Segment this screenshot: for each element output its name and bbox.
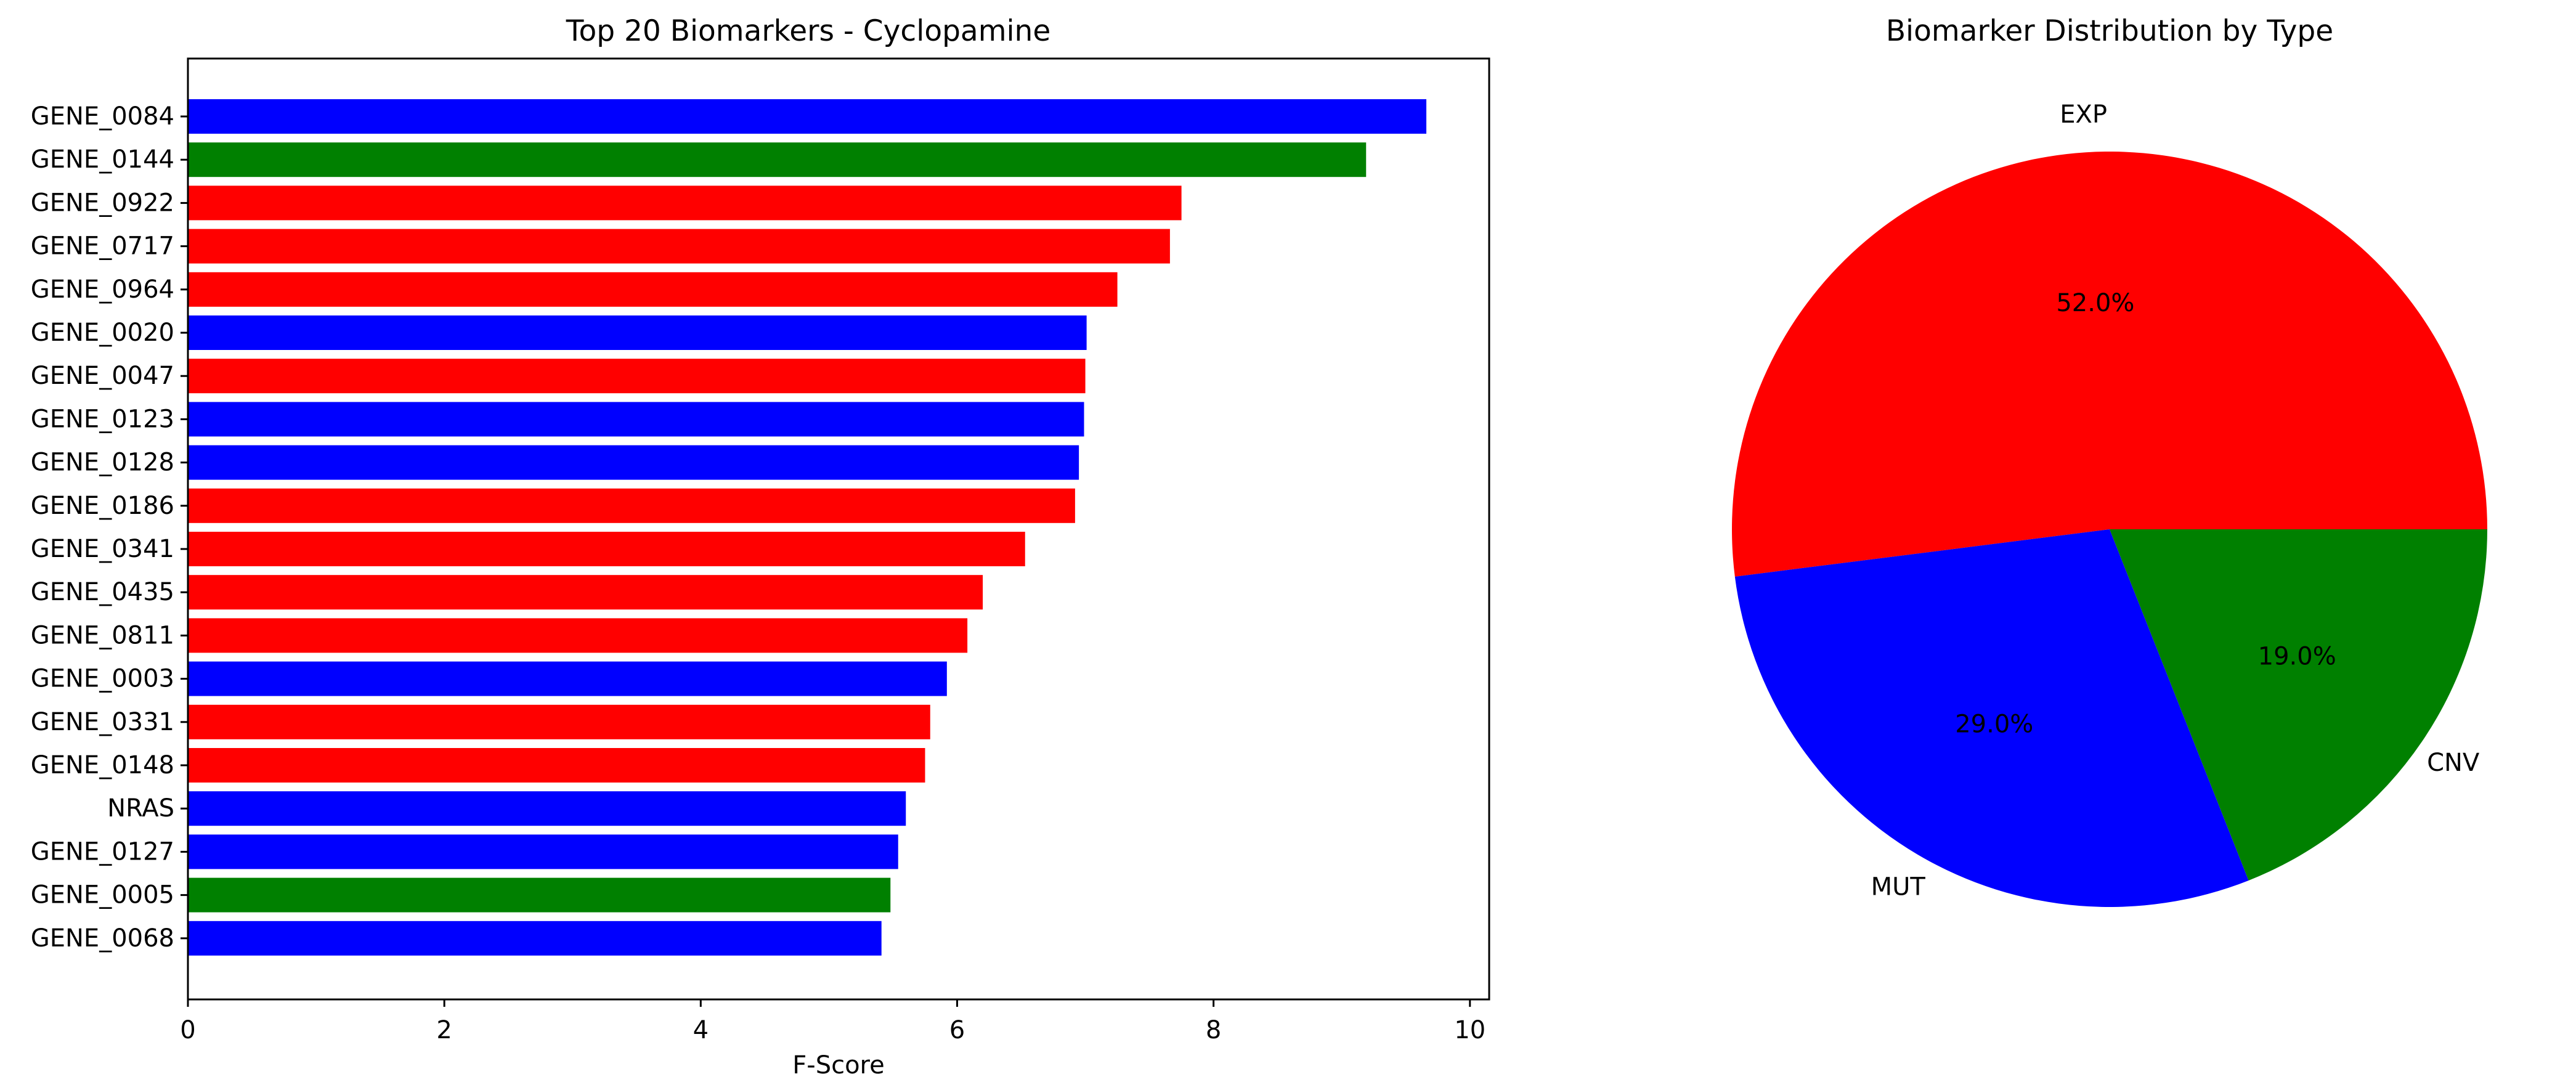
pie-label-exp: EXP: [2060, 100, 2107, 129]
bar-gene-0148: [188, 748, 925, 783]
pie-chart-title: Biomarker Distribution by Type: [1886, 14, 2333, 48]
y-tick-label-gene-0148: GENE_0148: [31, 751, 174, 779]
pie-slice-cnv: [2110, 529, 2487, 881]
y-tick-label-gene-0127: GENE_0127: [31, 837, 174, 866]
y-tick-label-gene-0186: GENE_0186: [31, 492, 174, 520]
bar-chart-panel: Top 20 Biomarkers - Cyclopamine GENE_008…: [31, 14, 1490, 1080]
pie-label-cnv: CNV: [2427, 749, 2480, 777]
pie-percent-mut: 29.0%: [1955, 710, 2033, 739]
pie-label-mut: MUT: [1871, 872, 1926, 901]
y-tick-label-gene-0003: GENE_0003: [31, 665, 174, 693]
bar-gene-0331: [188, 704, 930, 739]
bar-gene-0717: [188, 229, 1170, 264]
y-tick-label-gene-0047: GENE_0047: [31, 362, 174, 390]
bar-gene-0020: [188, 315, 1087, 350]
pie-percent-cnv: 19.0%: [2258, 643, 2336, 671]
bar-gene-0128: [188, 445, 1079, 480]
x-axis-ticks: 0 2 4 6 8 10: [180, 999, 1485, 1044]
bar-gene-0123: [188, 402, 1084, 437]
pie-slice-mut: [1734, 529, 2249, 908]
bar-nras: [188, 791, 906, 826]
y-tick-label-gene-0068: GENE_0068: [31, 924, 174, 953]
bar-gene-0964: [188, 272, 1118, 307]
y-tick-label-gene-0128: GENE_0128: [31, 449, 174, 477]
y-tick-label-gene-0144: GENE_0144: [31, 145, 174, 174]
y-tick-label-gene-0020: GENE_0020: [31, 319, 174, 347]
pie-chart-panel: Biomarker Distribution by Type 52.0% EXP 2…: [1732, 14, 2487, 908]
y-tick-label-gene-0435: GENE_0435: [31, 578, 174, 606]
bar-gene-0186: [188, 488, 1075, 523]
bar-gene-0084: [188, 99, 1427, 134]
y-tick-label-gene-0341: GENE_0341: [31, 535, 174, 563]
x-tick-label-2: 2: [436, 1016, 452, 1044]
y-tick-label-gene-0331: GENE_0331: [31, 708, 174, 736]
y-tick-label-gene-0811: GENE_0811: [31, 621, 174, 649]
x-tick-label-6: 6: [949, 1016, 965, 1044]
x-tick-label-8: 8: [1206, 1016, 1221, 1044]
y-tick-label-gene-0964: GENE_0964: [31, 275, 174, 304]
bar-gene-0811: [188, 618, 968, 653]
bar-gene-0047: [188, 359, 1086, 394]
bar-gene-0127: [188, 834, 898, 869]
bar-gene-0341: [188, 532, 1025, 566]
y-axis-ticks: GENE_0084 GENE_0144 GENE_0922 GENE_0717 GENE…: [31, 102, 188, 953]
y-tick-label-gene-0717: GENE_0717: [31, 232, 174, 261]
pie-slice-exp: [1732, 151, 2487, 577]
y-tick-label-gene-0084: GENE_0084: [31, 102, 174, 131]
y-tick-label-gene-0005: GENE_0005: [31, 881, 174, 909]
bar-gene-0003: [188, 661, 947, 696]
pie-slices: 52.0% EXP 29.0% MUT 19.0% CNV: [1732, 100, 2487, 908]
x-axis-label: F-Score: [792, 1051, 884, 1080]
y-tick-label-gene-0123: GENE_0123: [31, 405, 174, 433]
bar-gene-0922: [188, 185, 1182, 221]
x-tick-label-4: 4: [693, 1016, 709, 1044]
bar-chart-frame: [187, 57, 1490, 1001]
bar-chart-title: Top 20 Biomarkers - Cyclopamine: [566, 14, 1051, 48]
bar-gene-0005: [188, 877, 891, 913]
bar-gene-0144: [188, 142, 1367, 177]
bar-gene-0435: [188, 575, 983, 610]
y-tick-label-gene-0922: GENE_0922: [31, 189, 174, 217]
pie-percent-exp: 52.0%: [2056, 289, 2134, 317]
x-tick-label-0: 0: [180, 1016, 195, 1044]
y-tick-label-nras: NRAS: [107, 794, 174, 823]
x-tick-label-10: 10: [1454, 1016, 1485, 1044]
bar-gene-0068: [188, 921, 882, 956]
bar-series: [188, 99, 1427, 956]
